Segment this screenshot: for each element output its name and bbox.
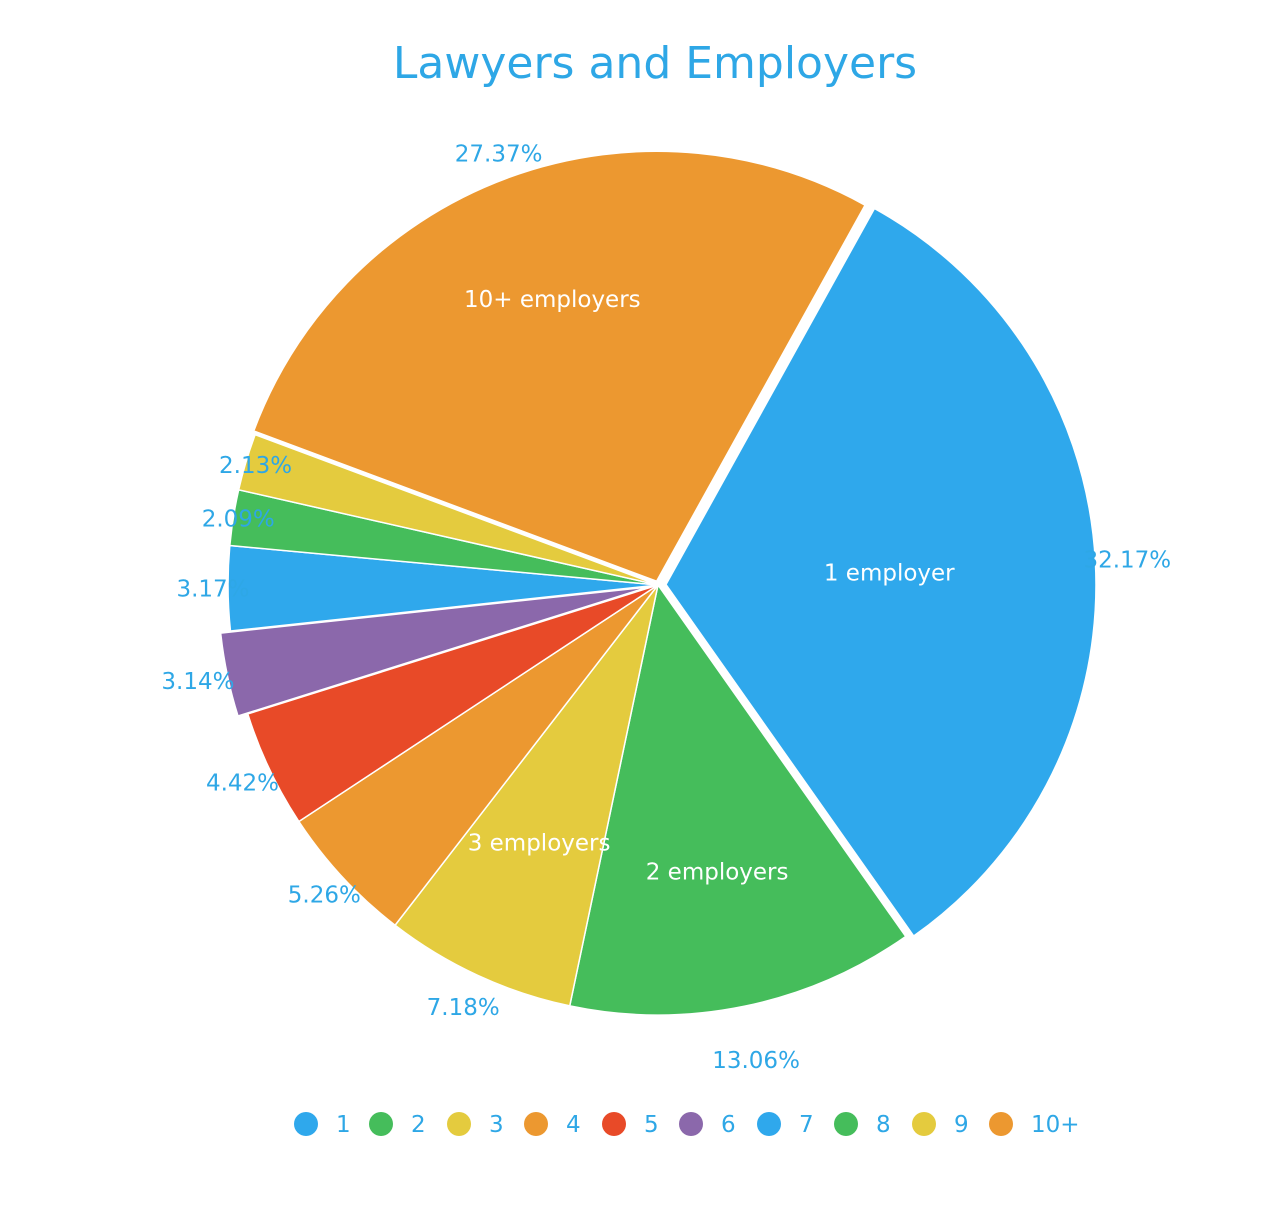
legend-swatch xyxy=(369,1112,393,1136)
legend: 1 2 3 4 5 6 7 8 9 10+ xyxy=(294,1112,1080,1138)
pie-slices xyxy=(219,150,1097,1016)
legend-item-5: 5 xyxy=(602,1112,659,1138)
pie-percent-label: 7.18% xyxy=(427,995,500,1021)
pie-inner-label: 1 employer xyxy=(824,561,955,587)
legend-item-3: 3 xyxy=(447,1112,504,1138)
legend-label: 8 xyxy=(876,1112,891,1138)
legend-label: 3 xyxy=(489,1112,504,1138)
legend-swatch xyxy=(757,1112,781,1136)
legend-swatch xyxy=(602,1112,626,1136)
pie-percent-label: 27.37% xyxy=(455,141,543,167)
legend-swatch xyxy=(989,1112,1013,1136)
pie-slice-1 xyxy=(665,207,1097,938)
legend-label: 4 xyxy=(566,1112,581,1138)
pie-inner-labels: 1 employer 2 employers 3 employers 10+ empl… xyxy=(464,287,955,885)
pie-percent-label: 3.17% xyxy=(176,576,249,602)
legend-label: 9 xyxy=(954,1112,969,1138)
pie-slice-5 xyxy=(246,584,659,823)
legend-swatch xyxy=(294,1112,318,1136)
pie-percent-label: 3.14% xyxy=(161,669,234,695)
pie-percent-label: 5.26% xyxy=(288,882,361,908)
legend-item-6: 6 xyxy=(679,1112,736,1138)
legend-label: 5 xyxy=(644,1112,659,1138)
pie-percent-labels: 32.17% 13.06% 7.18% 5.26% 4.42% 3.14% 3.17% 2.0… xyxy=(161,141,1171,1073)
pie-slice-3 xyxy=(394,584,659,1007)
legend-label: 2 xyxy=(411,1112,426,1138)
pie-inner-label: 3 employers xyxy=(468,831,611,857)
pie-percent-label: 32.17% xyxy=(1083,548,1171,574)
pie-percent-label: 13.06% xyxy=(712,1048,800,1074)
legend-item-7: 7 xyxy=(757,1112,814,1138)
legend-item-1: 1 xyxy=(294,1112,351,1138)
legend-swatch xyxy=(447,1112,471,1136)
pie-percent-label: 4.42% xyxy=(206,770,279,796)
legend-label: 10+ xyxy=(1031,1112,1080,1138)
legend-swatch xyxy=(524,1112,548,1136)
legend-label: 7 xyxy=(799,1112,814,1138)
legend-item-9: 9 xyxy=(912,1112,969,1138)
legend-item-8: 8 xyxy=(834,1112,891,1138)
legend-label: 6 xyxy=(721,1112,736,1138)
pie-percent-label: 2.13% xyxy=(219,453,292,479)
pie-inner-label: 2 employers xyxy=(646,859,789,885)
pie-slice-9 xyxy=(237,433,659,586)
pie-slice-2 xyxy=(568,583,907,1016)
pie-slice-10plus xyxy=(252,150,867,583)
pie-slice-6 xyxy=(219,586,649,717)
pie-inner-label: 10+ employers xyxy=(464,287,641,313)
legend-item-10plus: 10+ xyxy=(989,1112,1080,1138)
pie-percent-label: 2.09% xyxy=(202,506,275,532)
pie-slice-4 xyxy=(297,584,659,927)
legend-item-4: 4 xyxy=(524,1112,581,1138)
legend-swatch xyxy=(679,1112,703,1136)
legend-swatch xyxy=(834,1112,858,1136)
legend-item-2: 2 xyxy=(369,1112,426,1138)
legend-label: 1 xyxy=(336,1112,351,1138)
legend-swatch xyxy=(912,1112,936,1136)
chart-title: Lawyers and Employers xyxy=(393,38,917,89)
